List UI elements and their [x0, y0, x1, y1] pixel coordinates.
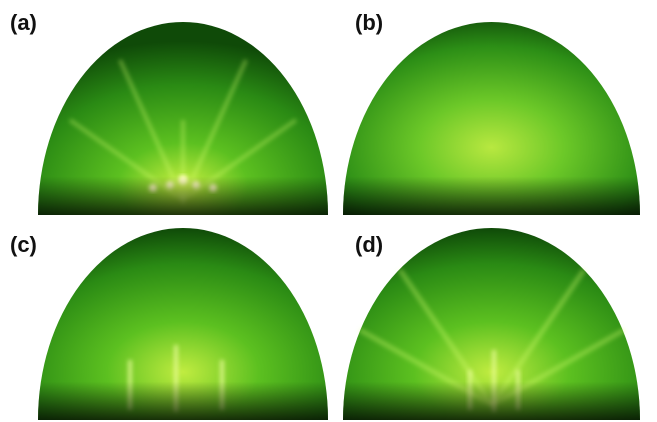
panel-label: (b) [355, 10, 383, 35]
shade [38, 228, 328, 420]
shade [343, 21, 640, 216]
panel-label: (d) [355, 232, 383, 257]
panel-c: (c) [10, 228, 328, 420]
panel-d: (d) [343, 228, 640, 420]
shade [343, 228, 640, 420]
panel-label: (a) [10, 10, 37, 35]
panel-b: (b) [343, 10, 640, 216]
panel-label: (c) [10, 232, 37, 257]
shade [38, 22, 328, 215]
panel-a: (a) [10, 10, 328, 215]
